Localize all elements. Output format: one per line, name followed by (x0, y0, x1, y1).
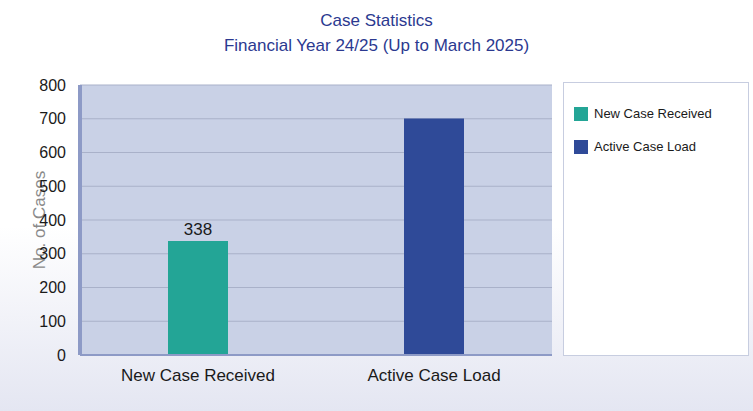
svg-text:300: 300 (39, 245, 66, 262)
svg-text:Active Case Load: Active Case Load (367, 366, 500, 385)
svg-text:600: 600 (39, 144, 66, 161)
svg-text:500: 500 (39, 178, 66, 195)
svg-text:700: 700 (39, 110, 66, 127)
svg-text:338: 338 (184, 220, 212, 239)
svg-text:800: 800 (39, 77, 66, 94)
svg-text:100: 100 (39, 313, 66, 330)
svg-text:New Case Received: New Case Received (121, 366, 275, 385)
svg-text:400: 400 (39, 212, 66, 229)
svg-text:0: 0 (57, 347, 66, 364)
svg-text:200: 200 (39, 279, 66, 296)
